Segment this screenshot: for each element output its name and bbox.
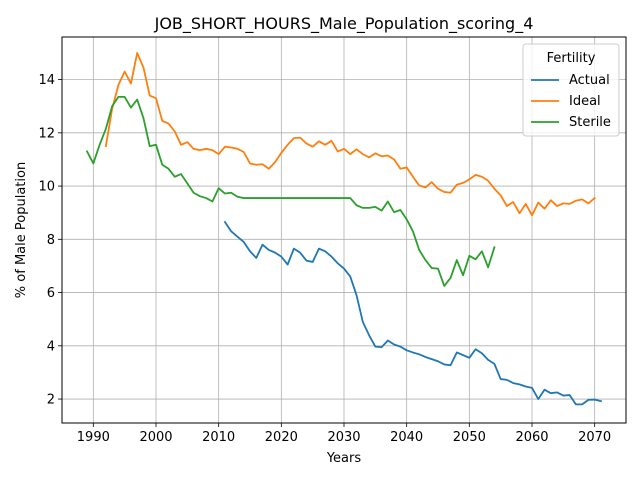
y-axis-ticks: 2 4 6 8 10 12 14	[38, 73, 62, 408]
x-tick-label: 1990	[77, 430, 110, 445]
x-tick-label: 2010	[202, 430, 235, 445]
y-tick-label: 12	[38, 126, 55, 141]
x-axis-ticks: 1990 2000 2010 2020 2030 2040 2050 2060 2070	[77, 423, 611, 445]
series-line-sterile	[85, 96, 496, 287]
x-tick-label: 2030	[327, 430, 360, 445]
legend: Fertility Actual Ideal Sterile	[522, 43, 620, 137]
y-tick-label: 8	[47, 233, 55, 248]
legend-label-actual: Actual	[569, 73, 610, 88]
y-tick-label: 4	[47, 339, 55, 354]
y-tick-label: 6	[47, 286, 55, 301]
series-line-actual	[223, 220, 603, 406]
legend-label-sterile: Sterile	[569, 115, 611, 130]
y-axis-title: % of Male Population	[14, 162, 29, 298]
series-line-ideal	[104, 52, 596, 217]
chart-title: JOB_SHORT_HOURS_Male_Population_scoring_…	[154, 14, 534, 34]
x-tick-label: 2020	[265, 430, 298, 445]
legend-label-ideal: Ideal	[569, 94, 601, 109]
legend-title: Fertility	[547, 51, 596, 66]
x-tick-label: 2060	[515, 430, 548, 445]
grid-lines	[62, 37, 626, 423]
x-tick-label: 2000	[139, 430, 172, 445]
series-layer	[85, 52, 603, 406]
legend-items: Actual Ideal Sterile	[531, 73, 611, 130]
x-tick-label: 2050	[453, 430, 486, 445]
y-tick-label: 14	[38, 73, 55, 88]
x-axis-title: Years	[326, 451, 362, 466]
x-tick-label: 2070	[578, 430, 611, 445]
legend-box	[522, 43, 620, 137]
x-tick-label: 2040	[390, 430, 423, 445]
y-tick-label: 2	[47, 393, 55, 408]
y-tick-label: 10	[38, 180, 55, 195]
